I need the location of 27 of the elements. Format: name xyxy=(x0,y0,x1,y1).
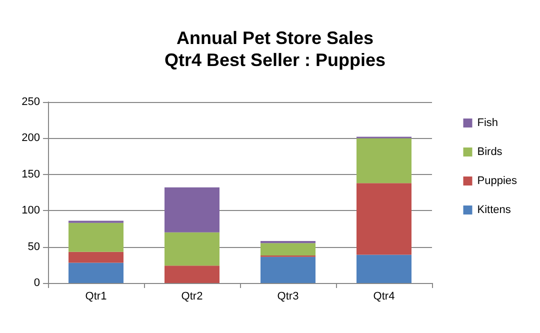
x-tick-label: Qtr3 xyxy=(277,290,299,302)
legend-label: Fish xyxy=(477,117,498,129)
bar xyxy=(68,222,124,252)
x-tick-label: Qtr4 xyxy=(373,290,395,302)
chart-title: Annual Pet Store Sales xyxy=(176,28,374,48)
y-tick-label: 150 xyxy=(22,168,40,180)
x-tick-label: Qtr1 xyxy=(85,290,107,302)
x-tick-label: Qtr2 xyxy=(181,290,203,302)
bar xyxy=(356,138,412,184)
legend-label: Kittens xyxy=(477,204,512,216)
bar xyxy=(356,254,412,283)
bar xyxy=(164,187,220,232)
bar xyxy=(356,183,412,255)
bar xyxy=(68,252,124,263)
y-tick-label: 250 xyxy=(22,96,40,108)
y-tick-label: 0 xyxy=(34,277,40,289)
bar xyxy=(260,256,316,283)
y-tick-label: 50 xyxy=(28,240,40,253)
legend-label: Puppies xyxy=(477,175,518,187)
legend-label: Birds xyxy=(477,146,503,158)
chart-subtitle: Qtr4 Best Seller : Puppies xyxy=(164,50,386,70)
bar xyxy=(164,266,220,283)
bar xyxy=(164,232,220,266)
y-tick-label: 100 xyxy=(22,204,40,217)
y-tick-label: 200 xyxy=(22,132,40,144)
bar xyxy=(68,262,124,283)
bar xyxy=(260,243,316,256)
